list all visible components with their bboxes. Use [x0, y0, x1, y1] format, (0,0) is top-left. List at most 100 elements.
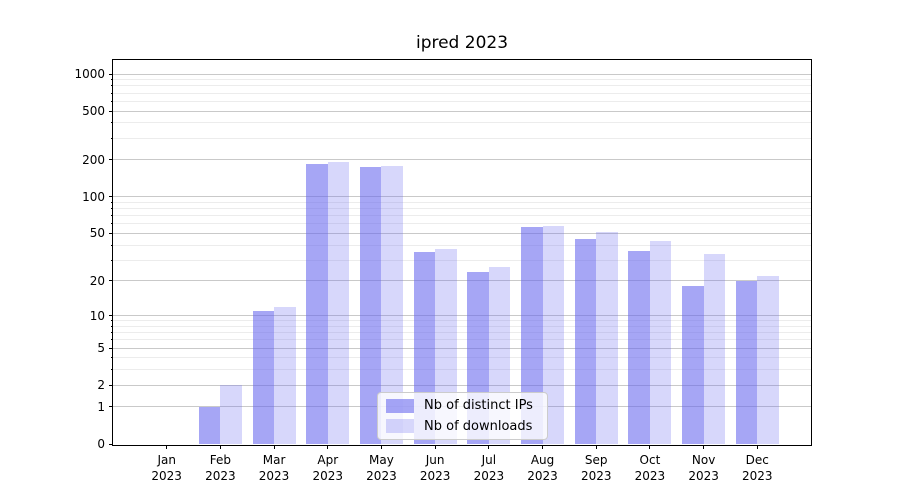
- y-tick-label: 10: [89, 308, 105, 323]
- gridline-minor-y-900: [113, 79, 811, 81]
- gridline-y-500: [113, 110, 811, 112]
- gridline-y-50: [113, 232, 811, 234]
- y-tick: [109, 280, 113, 282]
- y-minor-tick: [110, 244, 113, 246]
- y-minor-tick: [110, 92, 113, 94]
- bar-distinct-ips-dec: [735, 280, 758, 444]
- bar-distinct-ips-oct: [628, 250, 650, 444]
- x-tick: [273, 445, 275, 449]
- gridline-y-1000: [113, 73, 811, 75]
- gridline-y-200: [113, 159, 811, 161]
- y-minor-tick: [110, 259, 113, 261]
- x-tick-label: Oct 2023: [634, 453, 666, 483]
- y-tick: [109, 196, 113, 198]
- bar-distinct-ips-sep: [574, 238, 597, 444]
- gridline-minor-y-3: [113, 369, 811, 371]
- y-tick: [109, 73, 113, 75]
- y-minor-tick: [110, 357, 113, 359]
- gridline-y-2: [113, 384, 811, 386]
- y-tick-label: 1: [97, 399, 105, 414]
- gridline-minor-y-30: [113, 259, 811, 261]
- x-tick-label: Aug 2023: [527, 453, 558, 483]
- bar-downloads-apr: [327, 162, 350, 444]
- y-tick-label: 0: [97, 437, 105, 451]
- gridline-minor-y-9: [113, 320, 811, 322]
- y-minor-tick: [110, 325, 113, 327]
- x-tick-label: Mar 2023: [258, 453, 290, 483]
- y-minor-tick: [110, 85, 113, 87]
- gridline-minor-y-400: [113, 122, 811, 124]
- gridline-minor-y-90: [113, 201, 811, 203]
- x-tick: [649, 445, 651, 449]
- chart-title: ipred 2023: [415, 33, 509, 53]
- x-tick: [380, 445, 382, 449]
- legend-swatch-downloads: [386, 419, 414, 434]
- legend-label-distinct-ips: Nb of distinct IPs: [424, 398, 533, 414]
- x-tick-label: Jan 2023: [151, 453, 182, 483]
- y-minor-tick: [110, 332, 113, 334]
- legend-item-distinct-ips: Nb of distinct IPs: [386, 398, 539, 413]
- bar-downloads-oct: [649, 241, 672, 444]
- bar-distinct-ips-nov: [682, 286, 704, 444]
- legend-label-downloads: Nb of downloads: [424, 418, 533, 434]
- x-tick-label: Nov 2023: [688, 453, 719, 483]
- x-tick-label: Jul 2023: [473, 453, 505, 483]
- y-tick: [109, 347, 113, 349]
- bar-distinct-ips-aug: [521, 226, 543, 444]
- gridline-y-20: [113, 280, 811, 282]
- x-tick: [327, 445, 329, 449]
- bar-downloads-feb: [220, 385, 242, 444]
- bar-downloads-nov: [703, 253, 726, 444]
- x-tick: [542, 445, 544, 449]
- gridline-y-5: [113, 347, 811, 349]
- gridline-minor-y-600: [113, 100, 811, 102]
- bar-downloads-may: [381, 166, 403, 444]
- gridline-y-10: [113, 315, 811, 317]
- y-tick: [109, 443, 113, 445]
- x-tick-label: Sep 2023: [580, 453, 612, 483]
- x-tick-label: Dec 2023: [742, 453, 773, 483]
- x-tick: [756, 445, 758, 449]
- x-tick: [166, 445, 168, 449]
- y-minor-tick: [110, 369, 113, 371]
- y-tick-label: 200: [82, 152, 105, 167]
- y-tick-label: 500: [82, 104, 105, 119]
- bar-downloads-dec: [757, 276, 779, 444]
- x-tick: [488, 445, 490, 449]
- y-tick-label: 1000: [74, 67, 105, 81]
- x-tick: [703, 445, 705, 449]
- y-minor-tick: [110, 79, 113, 81]
- bar-downloads-aug: [542, 225, 565, 444]
- legend-swatch-distinct-ips: [386, 398, 414, 413]
- y-tick: [109, 406, 113, 408]
- y-minor-tick: [110, 320, 113, 322]
- gridline-minor-y-4: [113, 357, 811, 359]
- gridline-minor-y-800: [113, 85, 811, 87]
- y-minor-tick: [110, 215, 113, 217]
- gridline-y-100: [113, 196, 811, 198]
- bar-downloads-mar: [274, 306, 296, 444]
- gridline-minor-y-6: [113, 339, 811, 341]
- y-tick-label: 100: [82, 189, 105, 204]
- y-tick: [109, 110, 113, 112]
- bar-distinct-ips-may: [359, 167, 382, 444]
- legend: Nb of distinct IPs Nb of downloads: [377, 392, 548, 440]
- bar-distinct-ips-apr: [306, 164, 328, 444]
- legend-item-downloads: Nb of downloads: [386, 419, 539, 434]
- x-tick-label: Feb 2023: [205, 453, 236, 483]
- y-tick-label: 20: [89, 273, 105, 288]
- y-minor-tick: [110, 137, 113, 139]
- y-tick: [109, 232, 113, 234]
- x-tick-label: May 2023: [366, 453, 397, 483]
- bar-distinct-ips-feb: [198, 406, 221, 444]
- x-tick-label: Jun 2023: [419, 453, 451, 483]
- y-minor-tick: [110, 208, 113, 210]
- y-tick-label: 50: [89, 226, 105, 241]
- x-tick-label: Apr 2023: [312, 453, 344, 483]
- gridline-minor-y-40: [113, 244, 811, 246]
- y-tick: [109, 315, 113, 317]
- gridline-minor-y-8: [113, 325, 811, 327]
- y-tick: [109, 159, 113, 161]
- y-tick-label: 5: [97, 341, 105, 356]
